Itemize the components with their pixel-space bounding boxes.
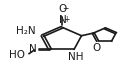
Text: N: N bbox=[59, 15, 67, 25]
Text: −: − bbox=[63, 4, 69, 13]
Text: HO: HO bbox=[9, 50, 25, 60]
Text: N: N bbox=[29, 44, 37, 54]
Text: H₂N: H₂N bbox=[16, 26, 35, 36]
Text: O: O bbox=[58, 4, 66, 14]
Text: O: O bbox=[93, 43, 101, 53]
Text: +: + bbox=[63, 15, 69, 24]
Text: NH: NH bbox=[68, 52, 84, 62]
